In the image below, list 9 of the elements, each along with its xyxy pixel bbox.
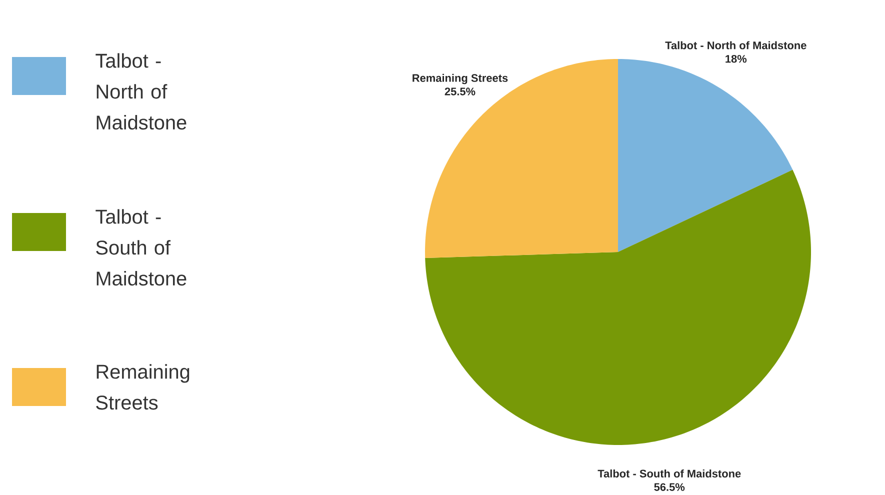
data-label: 18% [726, 54, 747, 63]
legend-label: Talbot - North of Maidstone [96, 53, 186, 130]
slice-label: Talbot - South of Maidstone [598, 469, 741, 478]
legend-label: Remaining Streets [96, 364, 190, 410]
slice-label: Remaining Streets [412, 74, 508, 84]
data-label: 25.5% [444, 88, 476, 96]
data-label: 56.5% [654, 483, 685, 491]
legend-label: Talbot - South of Maidstone [96, 209, 186, 286]
slice-label: Talbot - North of Maidstone [665, 41, 806, 50]
